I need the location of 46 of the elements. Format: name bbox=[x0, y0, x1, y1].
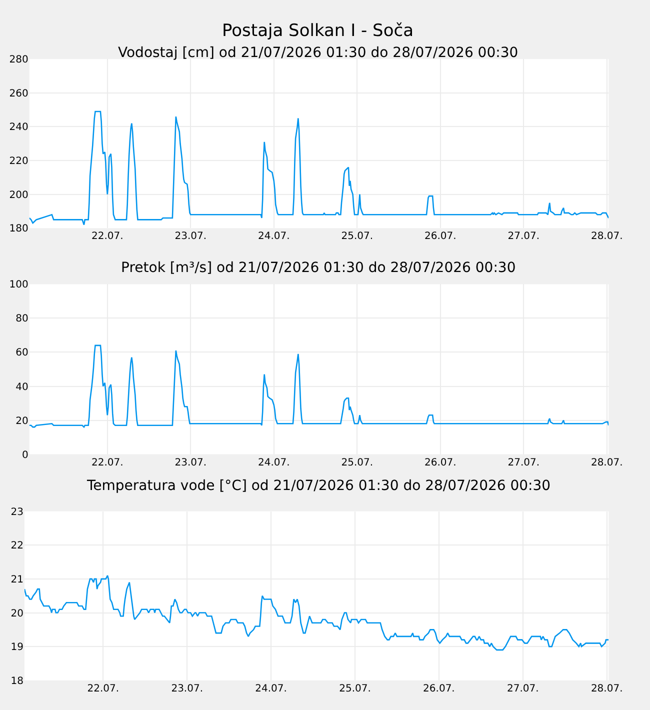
x-tick-label: 24.07. bbox=[258, 231, 290, 242]
y-tick-label: 40 bbox=[16, 382, 28, 393]
x-tick-label: 23.07. bbox=[174, 231, 207, 242]
y-tick-label: 280 bbox=[9, 54, 28, 66]
chart-title: Pretok [m³/s] od 21/07/2026 01:30 do 28/07/2026 00:30 bbox=[121, 260, 516, 276]
line-series bbox=[29, 110, 609, 226]
x-tick-label: 25.07. bbox=[339, 683, 371, 694]
y-tick-label: 60 bbox=[16, 348, 28, 359]
chart-title: Postaja Solkan I - Soča bbox=[222, 21, 414, 41]
x-tick-label: 24.07. bbox=[258, 457, 290, 468]
x-tick-label: 22.07. bbox=[87, 683, 120, 694]
x-tick-label: 26.07. bbox=[424, 457, 456, 468]
x-tick-label: 27.07. bbox=[506, 683, 539, 694]
x-tick-label: 28.07. bbox=[590, 231, 623, 242]
x-tick-label: 26.07. bbox=[423, 683, 455, 694]
x-tick-label: 22.07. bbox=[91, 457, 124, 468]
y-tick-label: 22 bbox=[10, 540, 24, 552]
x-tick-label: 24.07. bbox=[255, 683, 287, 694]
x-tick-label: 23.07. bbox=[174, 457, 207, 468]
y-tick-label: 220 bbox=[9, 156, 28, 168]
chart-title: Temperatura vode [°C] od 21/07/2026 01:30 do 28/07/2026 00:30 bbox=[86, 478, 551, 494]
x-tick-label: 23.07. bbox=[171, 683, 204, 694]
y-tick-label: 19 bbox=[10, 642, 24, 654]
y-tick-label: 260 bbox=[9, 88, 28, 100]
y-tick-label: 0 bbox=[22, 450, 28, 461]
x-tick-label: 27.07. bbox=[508, 457, 540, 468]
x-tick-label: 28.07. bbox=[590, 457, 623, 468]
y-tick-label: 18 bbox=[10, 676, 24, 687]
y-tick-label: 20 bbox=[16, 416, 28, 427]
y-tick-label: 80 bbox=[16, 314, 28, 325]
x-tick-label: 27.07. bbox=[508, 231, 540, 242]
y-tick-label: 240 bbox=[9, 122, 28, 134]
line-series bbox=[24, 574, 609, 651]
y-tick-label: 23 bbox=[10, 506, 24, 518]
x-tick-label: 28.07. bbox=[590, 683, 623, 694]
x-tick-label: 26.07. bbox=[424, 231, 456, 242]
y-tick-label: 20 bbox=[10, 608, 24, 620]
x-tick-label: 25.07. bbox=[341, 231, 374, 242]
chart-subtitle: Vodostaj [cm] od 21/07/2026 01:30 do 28/07/2026 00:30 bbox=[118, 45, 518, 61]
x-tick-label: 22.07. bbox=[91, 231, 124, 242]
y-tick-label: 200 bbox=[9, 190, 28, 201]
y-tick-label: 180 bbox=[9, 224, 28, 235]
line-series bbox=[29, 344, 609, 428]
y-tick-label: 21 bbox=[10, 574, 24, 586]
x-tick-label: 25.07. bbox=[341, 457, 374, 468]
y-tick-label: 100 bbox=[9, 280, 28, 291]
